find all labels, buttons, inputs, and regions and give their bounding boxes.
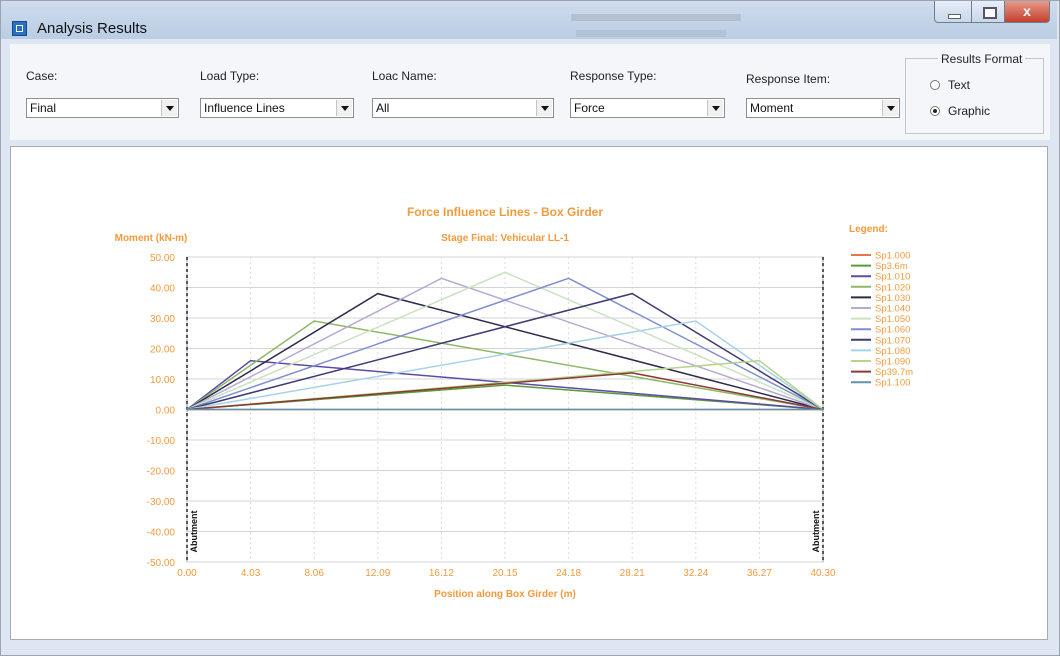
results-toolbar: Case: Final Load Type: Influence Lines L… bbox=[10, 44, 1050, 140]
influence-line-chart: Force Influence Lines - Box Girder Stage … bbox=[115, 205, 914, 600]
results-format-title: Results Format bbox=[938, 52, 1026, 66]
case-label: Case: bbox=[26, 69, 58, 83]
maximize-button[interactable] bbox=[971, 1, 1005, 23]
x-tick-label: 40.30 bbox=[810, 568, 835, 579]
chevron-down-icon[interactable] bbox=[536, 100, 552, 116]
x-tick-label: 8.06 bbox=[304, 568, 324, 579]
legend-entry: Sp1.070 bbox=[875, 335, 910, 346]
legend-title: Legend: bbox=[849, 224, 888, 235]
y-tick-label: 30.00 bbox=[150, 314, 175, 325]
window-bottom-edge bbox=[10, 640, 1050, 652]
chevron-down-icon[interactable] bbox=[707, 100, 723, 116]
legend-entry: Sp1.020 bbox=[875, 282, 910, 293]
y-axis-label: Moment (kN-m) bbox=[115, 233, 188, 244]
x-tick-label: 4.03 bbox=[241, 568, 261, 579]
load-name-value: All bbox=[376, 101, 390, 115]
y-tick-label: -50.00 bbox=[147, 558, 176, 569]
x-tick-label: 16.12 bbox=[429, 568, 454, 579]
y-tick-label: -20.00 bbox=[147, 467, 176, 478]
series-line bbox=[186, 320, 824, 411]
case-value: Final bbox=[30, 101, 57, 115]
legend-entry: Sp1.100 bbox=[875, 378, 910, 389]
load-type-select[interactable]: Influence Lines bbox=[200, 98, 354, 118]
series-line bbox=[186, 320, 824, 411]
case-select[interactable]: Final bbox=[26, 98, 179, 118]
chart-subtitle: Stage Final: Vehicular LL-1 bbox=[441, 233, 569, 244]
x-tick-label: 0.00 bbox=[177, 568, 197, 579]
legend-entry: Sp1.080 bbox=[875, 346, 910, 357]
series-line bbox=[186, 372, 824, 411]
load-name-select[interactable]: All bbox=[372, 98, 554, 118]
load-name-label: Loac Name: bbox=[372, 69, 437, 83]
x-tick-label: 12.09 bbox=[365, 568, 390, 579]
minimize-button[interactable] bbox=[934, 1, 972, 23]
response-item-label: Response Item: bbox=[746, 72, 831, 86]
response-type-select[interactable]: Force bbox=[570, 98, 725, 118]
y-tick-label: -10.00 bbox=[147, 436, 176, 447]
response-type-label: Response Type: bbox=[570, 69, 657, 83]
chevron-down-icon[interactable] bbox=[882, 100, 898, 116]
radio-graphic[interactable]: Graphic bbox=[930, 104, 990, 118]
legend-entry: Sp1.050 bbox=[875, 314, 910, 325]
chart-panel: Force Influence Lines - Box Girder Stage … bbox=[10, 146, 1048, 640]
y-tick-label: 0.00 bbox=[156, 406, 176, 417]
legend-entry: Sp1.090 bbox=[875, 357, 910, 368]
legend-entry: Sp1.030 bbox=[875, 293, 910, 304]
chart-title: Force Influence Lines - Box Girder bbox=[407, 205, 603, 219]
load-type-label: Load Type: bbox=[200, 69, 260, 83]
legend-entry: Sp39.7m bbox=[875, 367, 913, 378]
legend-entry: Sp1.000 bbox=[875, 251, 910, 262]
radio-text[interactable]: Text bbox=[930, 78, 970, 92]
y-tick-label: 40.00 bbox=[150, 284, 175, 295]
chevron-down-icon[interactable] bbox=[161, 100, 177, 116]
radio-text-button[interactable] bbox=[930, 80, 940, 90]
x-axis-label: Position along Box Girder (m) bbox=[434, 589, 576, 600]
response-item-value: Moment bbox=[750, 101, 794, 115]
results-format-group bbox=[905, 58, 1044, 134]
background-window-ghost bbox=[571, 14, 741, 21]
radio-graphic-button[interactable] bbox=[930, 106, 940, 116]
y-tick-label: -30.00 bbox=[147, 497, 176, 508]
legend-entry: Sp1.060 bbox=[875, 325, 910, 336]
window-title: Analysis Results bbox=[37, 20, 148, 37]
x-tick-label: 20.15 bbox=[492, 568, 517, 579]
title-bar[interactable]: Analysis Results x bbox=[1, 1, 1057, 39]
radio-graphic-label: Graphic bbox=[948, 104, 991, 118]
series-line bbox=[186, 277, 824, 411]
series-line bbox=[186, 292, 824, 411]
y-tick-label: 50.00 bbox=[150, 253, 175, 264]
abutment-label: Abutment bbox=[811, 511, 821, 553]
x-tick-label: 24.18 bbox=[556, 568, 581, 579]
y-tick-label: -40.00 bbox=[147, 528, 176, 539]
legend-entry: Sp1.040 bbox=[875, 304, 910, 315]
series-line bbox=[186, 359, 824, 411]
x-tick-label: 36.27 bbox=[747, 568, 772, 579]
x-tick-label: 28.21 bbox=[620, 568, 645, 579]
legend-entry: Sp3.6m bbox=[875, 261, 908, 272]
abutment-label: Abutment bbox=[189, 511, 199, 553]
chevron-down-icon[interactable] bbox=[336, 100, 352, 116]
response-item-select[interactable]: Moment bbox=[746, 98, 900, 118]
y-tick-label: 10.00 bbox=[150, 375, 175, 386]
background-window-ghost bbox=[576, 30, 726, 37]
response-type-value: Force bbox=[574, 101, 605, 115]
x-tick-label: 32.24 bbox=[683, 568, 708, 579]
load-type-value: Influence Lines bbox=[204, 101, 285, 115]
legend-entry: Sp1.010 bbox=[875, 272, 910, 283]
app-icon bbox=[12, 21, 27, 36]
close-button[interactable]: x bbox=[1004, 1, 1050, 23]
close-icon: x bbox=[1023, 3, 1031, 19]
y-tick-label: 20.00 bbox=[150, 345, 175, 356]
radio-text-label: Text bbox=[948, 78, 971, 92]
series-line bbox=[186, 292, 824, 411]
